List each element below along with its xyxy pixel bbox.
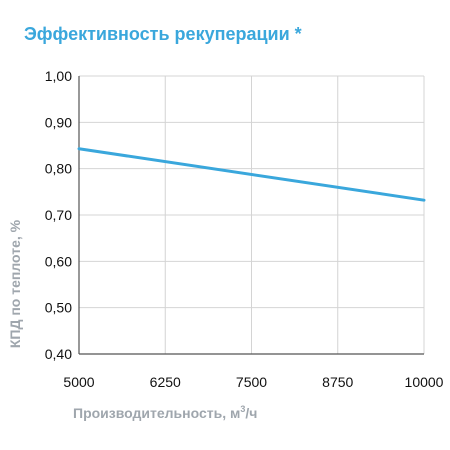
- axes: [78, 76, 424, 355]
- y-tick-label: 0,70: [45, 207, 72, 223]
- series-line: [77, 147, 426, 202]
- x-axis-title-main: Производительность, м: [73, 405, 240, 421]
- grid-lines: [78, 75, 425, 355]
- x-axis-title-superscript: 3: [240, 404, 245, 414]
- series-layer: [77, 147, 426, 202]
- x-tick-label: 5000: [63, 374, 94, 390]
- x-tick-label: 8750: [322, 374, 353, 390]
- chart-title: Эффективность рекуперации *: [24, 24, 302, 44]
- y-axis-title: КПД по теплоте, %: [7, 219, 23, 348]
- x-tick-label: 6250: [150, 374, 181, 390]
- y-tick-label: 0,60: [45, 253, 72, 269]
- y-tick-label: 0,50: [45, 300, 72, 316]
- y-tick-label: 0,40: [45, 346, 72, 362]
- x-tick-label: 7500: [236, 374, 267, 390]
- y-tick-label: 0,80: [45, 161, 72, 177]
- y-tick-label: 0,90: [45, 114, 72, 130]
- x-tick-label: 10000: [405, 374, 444, 390]
- x-axis-title-suffix: /ч: [245, 405, 257, 421]
- y-tick-label: 1,00: [45, 68, 72, 84]
- x-axis-title: Производительность, м3/ч: [73, 404, 257, 421]
- tick-labels: 0,40 0,50 0,60 0,70 0,80 0,90 1,00 5000 6250 7500…: [45, 68, 444, 390]
